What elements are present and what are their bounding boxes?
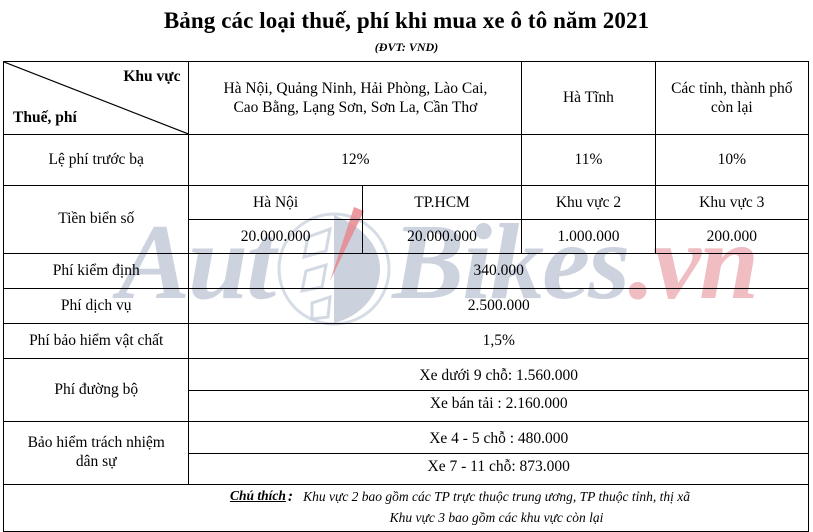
- cell-tien-bien-so-head-khu-vuc-3: Khu vực 3: [654, 185, 810, 220]
- corner-diagonal-cell: Khu vực Thuế, phí: [2, 61, 190, 135]
- note-line-1: Khu vực 2 bao gồm các TP trực thuộc trun…: [303, 489, 690, 504]
- table-row: Tiền biển số Hà Nội TP.HCM Khu vực 2 Khu…: [2, 185, 810, 254]
- cell-le-phi-truoc-ba-others: 10%: [654, 134, 810, 186]
- note-line-2: Khu vực 3 bao gồm các khu vực còn lại: [389, 509, 604, 525]
- cell-tien-bien-so-head-ha-noi: Hà Nội: [188, 185, 363, 220]
- table-row: Phí kiểm định 340.000: [2, 253, 809, 289]
- cell-tien-bien-so-val-khu-vuc-2: 1.000.000: [521, 219, 656, 254]
- table-row: Lệ phí trước bạ 12% 11% 10%: [2, 134, 810, 186]
- page-subtitle: (ĐVT: VND): [374, 40, 439, 54]
- table-row: Bảo hiểm trách nhiệm dân sự Xe 4 - 5 chỗ…: [2, 421, 809, 485]
- row-label-bao-hiem-trach-nhiem-dan-su: Bảo hiểm trách nhiệm dân sự: [2, 421, 190, 485]
- header-col-other-provinces-line2: còn lại: [710, 99, 753, 116]
- table-header-row: Khu vực Thuế, phí Hà Nội, Quảng Ninh, Hả…: [2, 61, 810, 135]
- cell-tien-bien-so-val-ha-noi: 20.000.000: [188, 219, 363, 254]
- row-label-phi-bao-hiem-vat-chat: Phí bảo hiểm vật chất: [2, 323, 190, 359]
- cell-tien-bien-so-val-tphcm: 20.000.000: [361, 219, 523, 254]
- cell-tien-bien-so-head-tphcm: TP.HCM: [361, 185, 523, 220]
- row-label-tien-bien-so: Tiền biển số: [2, 185, 190, 254]
- cell-tien-bien-so-val-khu-vuc-3: 200.000: [654, 219, 810, 254]
- cell-le-phi-truoc-ba-ha-tinh: 11%: [521, 134, 656, 186]
- table-row: Phí dịch vụ 2.500.000: [2, 288, 809, 324]
- document-page: Aut Bikes.vn Bảng các loại thuế, phí khi …: [2, 8, 810, 532]
- row-label-le-phi-truoc-ba: Lệ phí trước bạ: [2, 134, 190, 186]
- row-label-phi-kiem-dinh: Phí kiểm định: [2, 253, 190, 289]
- header-col-ha-tinh: Hà Tĩnh: [521, 61, 656, 135]
- row-label-bhtndds-line2: dân sự: [75, 453, 117, 470]
- cell-phi-duong-bo-line1: Xe dưới 9 chỗ: 1.560.000: [419, 366, 579, 384]
- cell-bao-hiem-trach-nhiem-values: Xe 4 - 5 chỗ : 480.000 Xe 7 - 11 chỗ: 87…: [188, 421, 809, 485]
- header-col-region-1-line1: Hà Nội, Quảng Ninh, Hải Phòng, Lào Cai,: [223, 79, 488, 97]
- cell-phi-dich-vu-value: 2.500.000: [188, 288, 809, 324]
- cell-tien-bien-so-head-khu-vuc-2: Khu vực 2: [521, 185, 656, 220]
- header-col-region-1: Hà Nội, Quảng Ninh, Hải Phòng, Lào Cai, …: [188, 61, 523, 135]
- table-row: Phí bảo hiểm vật chất 1,5%: [2, 323, 809, 359]
- note-label: Chú thích: [230, 488, 286, 503]
- note-colon: :: [287, 488, 294, 505]
- corner-label-khu-vuc: Khu vực: [123, 68, 181, 85]
- corner-label-thue-phi: Thuế, phí: [13, 109, 77, 126]
- cell-phi-kiem-dinh-value: 340.000: [188, 253, 809, 289]
- cell-bhtndds-line1: Xe 4 - 5 chỗ : 480.000: [429, 429, 569, 447]
- cell-phi-duong-bo-values: Xe dưới 9 chỗ: 1.560.000 Xe bán tải : 2.…: [188, 358, 809, 422]
- cell-phi-bao-hiem-vat-chat-value: 1,5%: [188, 323, 809, 359]
- row-label-bhtndds-line1: Bảo hiểm trách nhiệm: [27, 434, 165, 452]
- header-col-region-1-line2: Cao Bằng, Lạng Sơn, Sơn La, Cần Thơ: [233, 99, 478, 116]
- header-col-other-provinces-line1: Các tỉnh, thành phố: [671, 79, 793, 97]
- page-title: Bảng các loại thuế, phí khi mua xe ô tô …: [163, 8, 650, 33]
- cell-le-phi-truoc-ba-region1: 12%: [188, 134, 523, 186]
- diagonal-divider-icon: [4, 62, 188, 134]
- note-lines: Khu vực 2 bao gồm các TP trực thuộc trun…: [303, 487, 690, 529]
- row-label-phi-duong-bo: Phí đường bộ: [2, 358, 190, 422]
- header-col-other-provinces: Các tỉnh, thành phố còn lại: [654, 61, 810, 135]
- note-cell: Chú thích : Khu vực 2 bao gồm các TP trự…: [3, 484, 809, 532]
- cell-bhtndds-line2: Xe 7 - 11 chỗ: 873.000: [189, 452, 808, 481]
- row-label-phi-dich-vu: Phí dịch vụ: [2, 288, 190, 324]
- cell-phi-duong-bo-line2: Xe bán tải : 2.160.000: [189, 389, 808, 418]
- tax-fee-table: Khu vực Thuế, phí Hà Nội, Quảng Ninh, Hả…: [2, 61, 810, 532]
- table-note-row: Chú thích : Khu vực 2 bao gồm các TP trự…: [3, 484, 809, 532]
- table-row: Phí đường bộ Xe dưới 9 chỗ: 1.560.000 Xe…: [2, 358, 809, 422]
